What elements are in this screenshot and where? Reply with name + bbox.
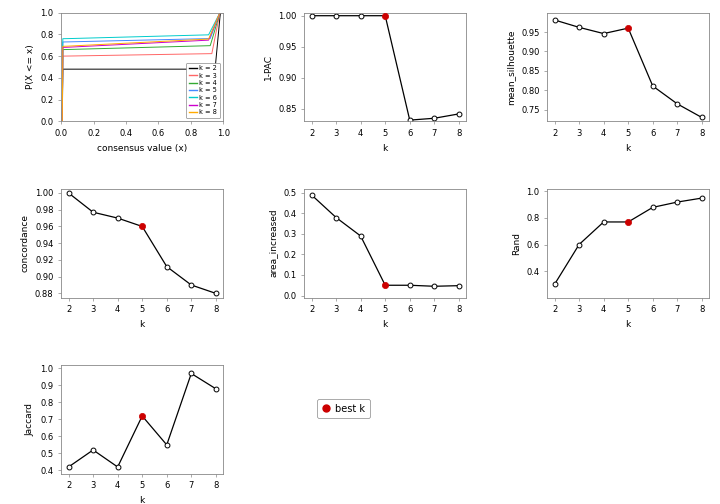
- X-axis label: k: k: [140, 496, 145, 504]
- Y-axis label: mean_silhouette: mean_silhouette: [506, 29, 516, 105]
- Y-axis label: P(X <= x): P(X <= x): [26, 45, 35, 89]
- Legend: best k: best k: [318, 399, 369, 418]
- Y-axis label: area_increased: area_increased: [269, 209, 278, 278]
- X-axis label: k: k: [382, 320, 388, 329]
- X-axis label: k: k: [626, 144, 631, 153]
- Y-axis label: 1-PAC: 1-PAC: [264, 54, 272, 80]
- X-axis label: consensus value (x): consensus value (x): [97, 144, 187, 153]
- X-axis label: k: k: [140, 320, 145, 329]
- X-axis label: k: k: [626, 320, 631, 329]
- Y-axis label: Rand: Rand: [512, 232, 521, 255]
- Y-axis label: Jaccard: Jaccard: [26, 403, 35, 436]
- Legend: k = 2, k = 3, k = 4, k = 5, k = 6, k = 7, k = 8: k = 2, k = 3, k = 4, k = 5, k = 6, k = 7…: [186, 62, 220, 118]
- Y-axis label: concordance: concordance: [20, 214, 30, 272]
- X-axis label: k: k: [382, 144, 388, 153]
